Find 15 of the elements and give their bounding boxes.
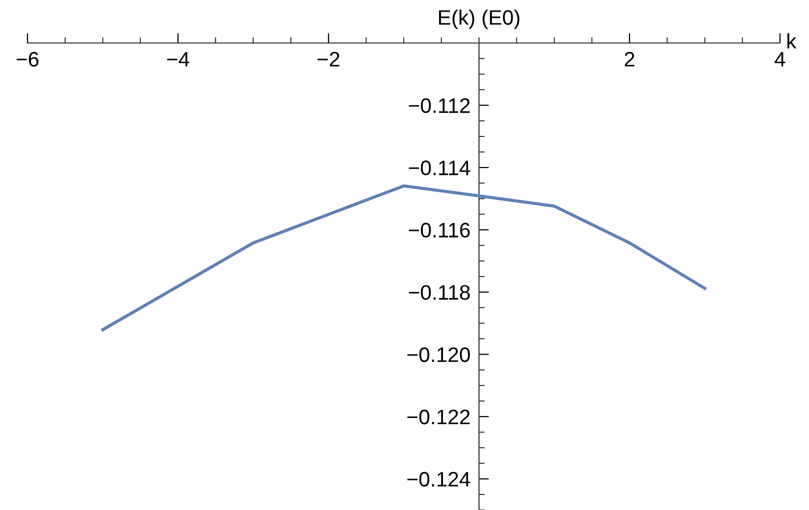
x-axis-title: k [787, 33, 796, 48]
y-tick-label: −0.118 [408, 285, 470, 300]
y-tick-label: −0.120 [407, 347, 470, 362]
y-tick-label: −0.122 [407, 410, 470, 424]
line-series [101, 184, 706, 332]
y-tick-label: −0.116 [408, 222, 470, 238]
x-tick-label: −2 [318, 52, 340, 66]
x-tick-label: −6 [16, 52, 38, 67]
y-tick-label: −0.112 [408, 98, 470, 114]
y-tick-label: −0.124 [407, 472, 470, 487]
x-tick-label: −4 [167, 52, 190, 66]
y-tick-label: −0.114 [408, 160, 470, 176]
y-axis-title: E(k) (E0) [439, 10, 520, 29]
x-tick-label: 4 [774, 52, 786, 66]
x-tick-label: 2 [624, 52, 634, 66]
